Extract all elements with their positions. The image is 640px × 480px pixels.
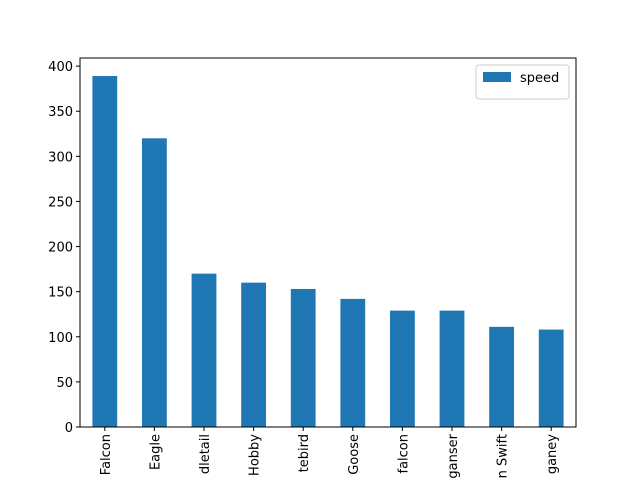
bar: [340, 298, 366, 427]
legend: speed: [475, 64, 570, 100]
x-tick-label: ganey: [545, 434, 560, 474]
y-tick-label: 100: [48, 331, 73, 346]
y-tick-label: 400: [48, 60, 73, 75]
legend-label: speed: [520, 71, 559, 86]
bar: [241, 282, 266, 427]
y-tick-label: 300: [48, 150, 73, 165]
legend-swatch: [483, 72, 511, 82]
y-tick-label: 350: [48, 105, 73, 120]
bar: [489, 326, 514, 427]
bar: [439, 310, 465, 427]
x-tick-label: dletail: [198, 434, 213, 474]
plot-frame: [79, 57, 577, 428]
bar: [142, 138, 167, 427]
x-tick-label: falcon: [396, 434, 411, 474]
x-tick-label: Falcon: [99, 434, 114, 475]
y-tick-label: 0: [65, 421, 73, 436]
y-tick-label: 250: [48, 195, 73, 210]
x-tick-label: Eagle: [148, 434, 163, 470]
y-tick-label: 200: [48, 241, 73, 256]
bar: [92, 76, 118, 427]
x-tick-label: tebird: [297, 434, 312, 472]
x-tick-label: Goose: [347, 434, 362, 475]
x-tick-label: Hobby: [248, 434, 263, 476]
bar: [390, 310, 415, 427]
bar: [538, 329, 564, 427]
bar: [191, 273, 217, 427]
y-tick-label: 50: [56, 376, 73, 391]
y-tick-label: 150: [48, 286, 73, 301]
x-tick-label: n Swift: [496, 434, 511, 478]
bar: [290, 288, 316, 427]
x-tick-label: ganser: [446, 433, 461, 478]
